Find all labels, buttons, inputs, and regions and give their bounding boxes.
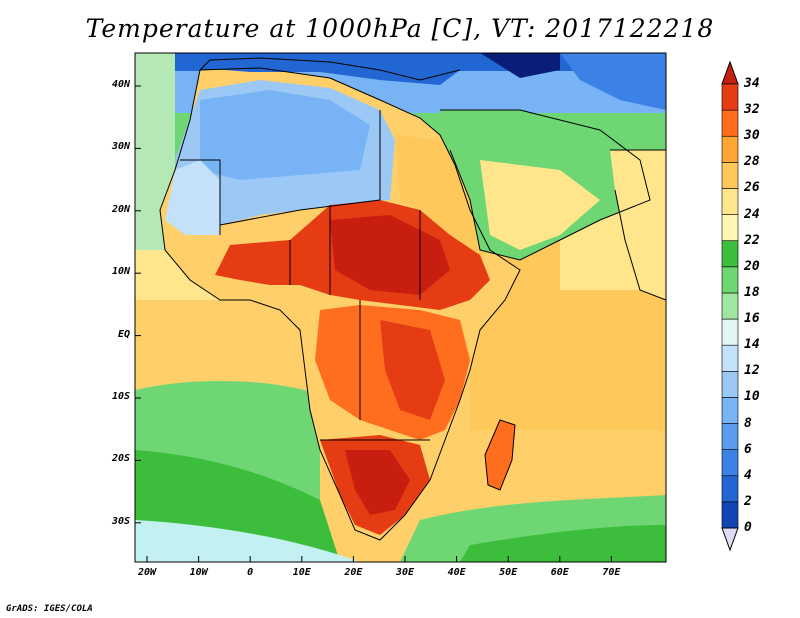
colorbar-label: 12 xyxy=(744,363,760,379)
colorbar-segment xyxy=(721,449,739,477)
lat-label: 30S xyxy=(111,515,130,527)
lon-label: 20W xyxy=(137,567,157,578)
map-field xyxy=(135,53,666,562)
india xyxy=(610,150,666,300)
lon-label: 60E xyxy=(550,567,569,578)
lat-label: 20N xyxy=(111,203,130,215)
lon-label: 0 xyxy=(247,567,254,578)
east-rift-hot xyxy=(380,320,445,420)
colorbar-segment xyxy=(721,83,739,111)
colorbar-segment xyxy=(721,109,739,137)
colorbar-label: 10 xyxy=(744,389,760,405)
egypt-sudan xyxy=(395,135,500,260)
lon-label: 70E xyxy=(602,567,621,578)
lon-label: 10W xyxy=(189,567,208,578)
lon-label: 50E xyxy=(499,567,518,578)
europe-cold xyxy=(200,53,460,85)
colorbar-max-arrow xyxy=(721,60,739,85)
colorbar-label: 8 xyxy=(744,415,752,431)
colorbar-label: 2 xyxy=(744,493,752,509)
axis-ticks xyxy=(135,85,612,562)
colorbar-label: 4 xyxy=(744,467,752,483)
colorbar-min-arrow xyxy=(721,527,739,552)
colorbar-label: 18 xyxy=(744,284,760,300)
colorbar-segment xyxy=(721,292,739,320)
central-asia-cold xyxy=(560,53,666,110)
lat-label: 30N xyxy=(111,141,130,153)
colorbar-segment xyxy=(721,423,739,450)
lon-label: 30E xyxy=(395,567,415,578)
kalahari-core xyxy=(345,450,410,515)
colorbar-segment xyxy=(721,475,739,503)
colorbar-segment xyxy=(721,135,739,163)
lon-label: 10E xyxy=(292,567,311,578)
colorbar-label: 0 xyxy=(744,520,752,535)
lat-label: EQ xyxy=(117,328,130,340)
colorbar-label: 6 xyxy=(744,441,752,457)
colorbar-segment xyxy=(721,240,739,268)
coastlines xyxy=(159,57,666,541)
colorbar-segment xyxy=(721,370,739,398)
arabia-interior xyxy=(480,160,600,250)
colorbar-label: 28 xyxy=(744,154,760,170)
caucasus-cold xyxy=(480,53,560,78)
lon-label: 40E xyxy=(447,567,466,578)
colorbar-label: 30 xyxy=(744,128,760,144)
lat-label: 40N xyxy=(111,79,130,90)
colorbar-label: 34 xyxy=(744,76,760,91)
colorbar-segment xyxy=(721,162,739,189)
colorbar-segment xyxy=(721,344,739,372)
colorbar-label: 22 xyxy=(744,232,760,248)
colorbar-segment xyxy=(721,214,739,242)
lat-label: 10N xyxy=(111,266,130,278)
credit-footer: GrADS: IGES/COLA xyxy=(6,604,93,614)
lat-label: 20S xyxy=(111,453,130,465)
colorbar-label: 26 xyxy=(744,180,760,196)
colorbar-segment xyxy=(721,501,739,529)
map-title: Temperature at 1000hPa [C], VT: 20171222… xyxy=(85,14,715,43)
western-sahara xyxy=(165,160,220,235)
map-frame xyxy=(134,52,667,563)
colorbar-label: 20 xyxy=(744,258,760,274)
south-indian-dark xyxy=(460,525,666,562)
colorbar-segment xyxy=(721,318,739,346)
colorbar-label: 32 xyxy=(744,102,760,118)
colorbar-label: 14 xyxy=(744,337,760,353)
lat-label: 10S xyxy=(111,391,130,402)
sahara-cold-core xyxy=(200,90,370,180)
colorbar xyxy=(721,60,739,552)
lon-label: 20E xyxy=(344,567,363,578)
colorbar-segment xyxy=(721,266,739,294)
colorbar-label: 24 xyxy=(744,206,760,222)
colorbar-segment xyxy=(721,397,739,424)
south-atlantic-cold xyxy=(135,520,360,562)
colorbar-segment xyxy=(721,188,739,215)
colorbar-label: 16 xyxy=(744,311,760,327)
